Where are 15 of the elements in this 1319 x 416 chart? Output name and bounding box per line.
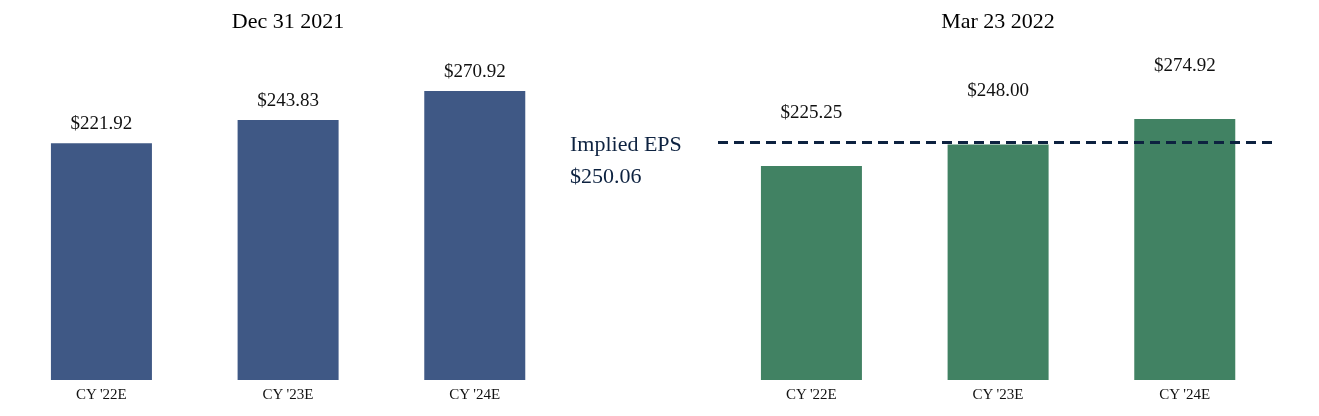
- data-label: $270.92: [443, 60, 506, 82]
- x-tick-label: CY '24E: [449, 385, 501, 402]
- data-label: $221.92: [70, 112, 133, 134]
- x-tick-label: CY '22E: [785, 385, 837, 402]
- data-label: $243.83: [257, 89, 319, 110]
- chart-title: Mar 23 2022: [940, 8, 1056, 35]
- x-tick-label: CY '22E: [75, 385, 127, 402]
- data-label: $274.92: [1153, 53, 1216, 75]
- data-label: $225.25: [780, 101, 843, 123]
- ref-line-label: Implied EPS $250.06: [570, 130, 682, 188]
- data-label: $248.00: [967, 79, 1029, 101]
- x-tick-label: CY '23E: [262, 385, 314, 402]
- x-tick-label: CY '23E: [972, 385, 1024, 402]
- chart-title: Dec 31 2021: [230, 8, 346, 35]
- x-tick-label: CY '24E: [1159, 385, 1211, 402]
